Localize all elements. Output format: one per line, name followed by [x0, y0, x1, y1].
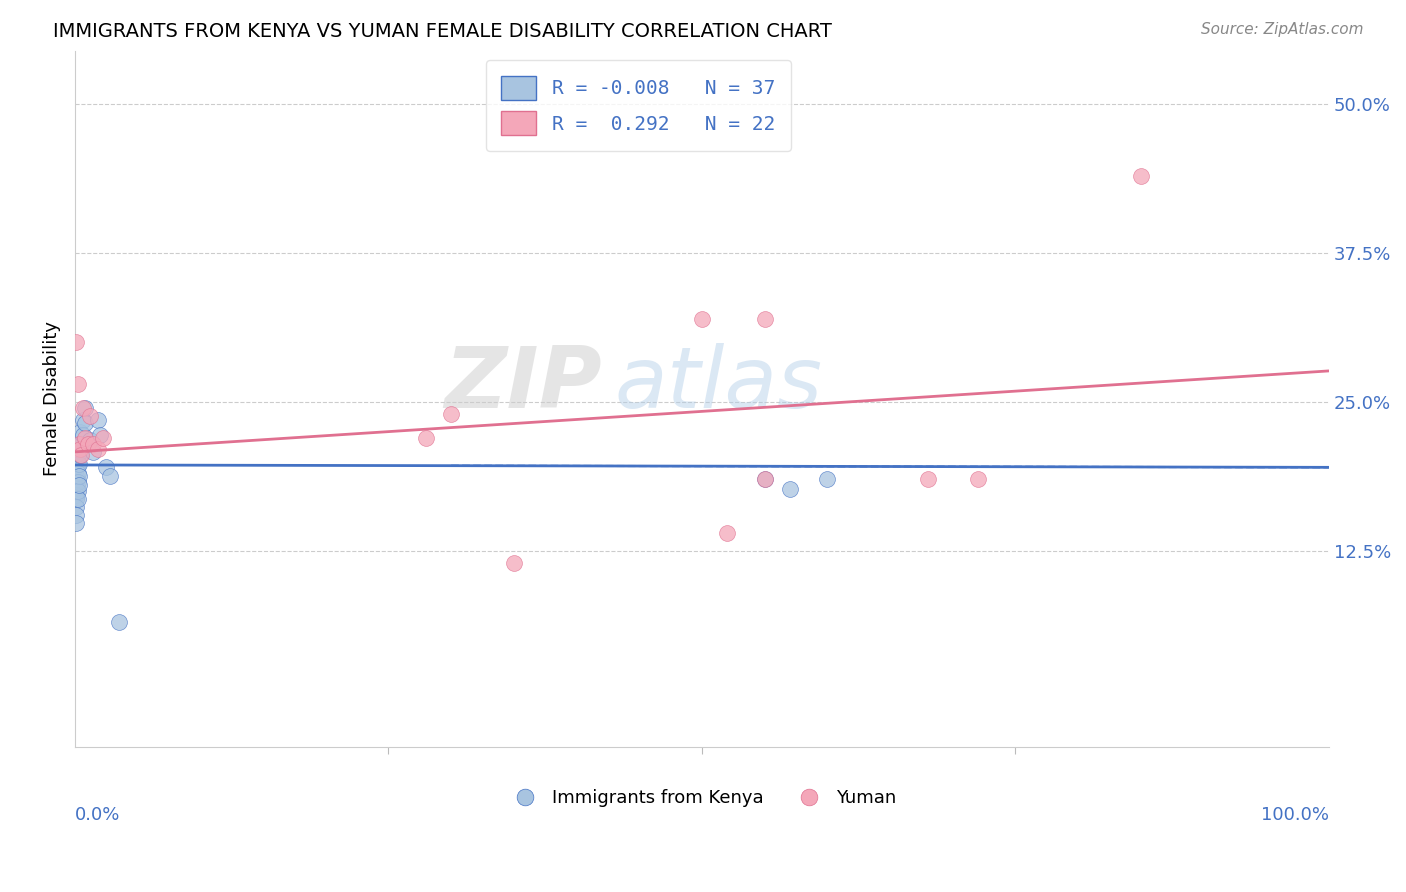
Point	[815, 472, 838, 486]
Point	[91, 431, 114, 445]
Point	[1129, 169, 1152, 183]
Point	[754, 472, 776, 486]
Point	[754, 472, 776, 486]
Point	[65, 481, 87, 495]
Point	[86, 413, 108, 427]
Point	[69, 436, 91, 450]
Point	[79, 433, 101, 447]
Point	[76, 436, 98, 450]
Point	[502, 556, 524, 570]
Point	[65, 475, 87, 489]
Point	[73, 431, 96, 445]
Point	[69, 449, 91, 463]
Text: ZIP: ZIP	[444, 343, 602, 426]
Point	[65, 508, 87, 522]
Point	[69, 442, 91, 457]
Point	[67, 436, 90, 450]
Point	[67, 436, 90, 450]
Point	[98, 468, 121, 483]
Point	[108, 615, 131, 629]
Point	[779, 482, 801, 496]
Point	[65, 500, 87, 514]
Point	[66, 475, 89, 489]
Text: atlas: atlas	[614, 343, 823, 426]
Text: IMMIGRANTS FROM KENYA VS YUMAN FEMALE DISABILITY CORRELATION CHART: IMMIGRANTS FROM KENYA VS YUMAN FEMALE DI…	[53, 22, 832, 41]
Point	[86, 442, 108, 457]
Point	[65, 492, 87, 507]
Point	[66, 449, 89, 463]
Point	[67, 446, 90, 460]
Point	[82, 445, 104, 459]
Point	[66, 377, 89, 392]
Point	[66, 457, 89, 471]
Point	[754, 311, 776, 326]
Point	[65, 335, 87, 350]
Point	[65, 516, 87, 531]
Point	[72, 413, 94, 427]
Text: 100.0%: 100.0%	[1261, 806, 1329, 824]
Point	[73, 401, 96, 415]
Point	[73, 417, 96, 431]
Point	[917, 472, 939, 486]
Point	[66, 484, 89, 499]
Point	[89, 428, 111, 442]
Point	[79, 409, 101, 424]
Point	[440, 407, 463, 421]
Point	[66, 492, 89, 507]
Point	[96, 460, 118, 475]
Point	[72, 428, 94, 442]
Text: 0.0%: 0.0%	[75, 806, 121, 824]
Point	[82, 436, 104, 450]
Point	[65, 468, 87, 483]
Text: Source: ZipAtlas.com: Source: ZipAtlas.com	[1201, 22, 1364, 37]
Point	[415, 431, 437, 445]
Point	[67, 468, 90, 483]
Y-axis label: Female Disability: Female Disability	[44, 321, 60, 476]
Point	[65, 488, 87, 502]
Point	[69, 425, 91, 439]
Point	[966, 472, 988, 486]
Point	[66, 467, 89, 481]
Point	[65, 460, 87, 475]
Point	[716, 525, 738, 540]
Point	[72, 401, 94, 415]
Point	[67, 478, 90, 492]
Point	[690, 311, 713, 326]
Point	[70, 449, 93, 463]
Point	[67, 457, 90, 471]
Legend: Immigrants from Kenya, Yuman: Immigrants from Kenya, Yuman	[501, 782, 904, 814]
